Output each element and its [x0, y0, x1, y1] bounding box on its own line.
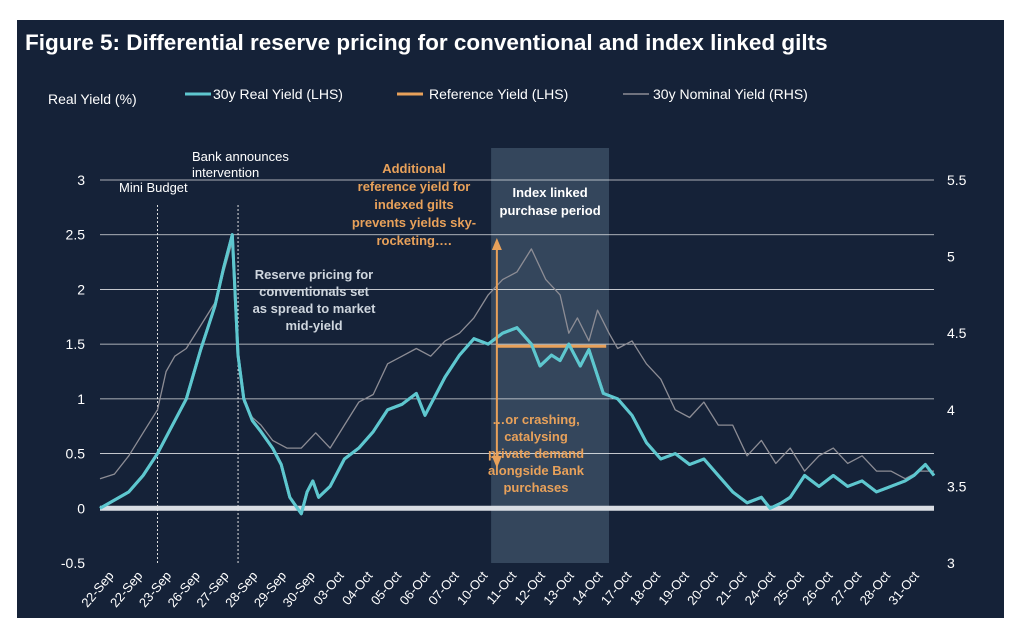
annotation-reserve-pricing: conventionals set	[259, 284, 369, 299]
left-tick-label: 3	[77, 172, 85, 188]
right-tick-label: 5	[947, 249, 955, 265]
x-tick-label: 20-Oct	[684, 568, 721, 608]
arrow-head-up	[491, 238, 502, 250]
x-tick-label: 14-Oct	[569, 568, 606, 608]
x-tick-label: 19-Oct	[655, 568, 692, 608]
x-tick-label: 12-Oct	[511, 568, 548, 608]
annotation-index-linked: Index linked	[513, 185, 588, 200]
annotation-crashing: …or crashing,	[492, 412, 579, 427]
x-tick-label: 24-Oct	[742, 568, 779, 608]
x-tick-label: 07-Oct	[425, 568, 462, 608]
annotation-additional-ref: reference yield for	[358, 179, 471, 194]
left-tick-label: -0.5	[61, 555, 85, 571]
x-tick-label: 30-Sep	[280, 568, 318, 610]
x-tick-label: 26-Oct	[799, 568, 836, 608]
right-tick-label: 4.5	[947, 325, 967, 341]
chart-svg: -0.5 0 0.5 1 1.5 2 2.5 3 3 3.5 4 4.5 5 5.5 Real Yield …	[48, 86, 967, 610]
right-tick-label: 3	[947, 555, 955, 571]
annotation-intervention: intervention	[192, 165, 259, 180]
chart-panel: Figure 5: Differential reserve pricing f…	[17, 20, 1004, 618]
annotation-reserve-pricing: Reserve pricing for	[255, 267, 374, 282]
right-tick-label: 4	[947, 402, 955, 418]
left-tick-label: 1	[77, 391, 85, 407]
left-tick-label: 2.5	[66, 227, 86, 243]
annotation-reserve-pricing: as spread to market	[253, 301, 377, 316]
annotation-bank-announces: Bank announces	[192, 149, 289, 164]
annotation-additional-ref: indexed gilts	[374, 197, 453, 212]
annotation-mini-budget: Mini Budget	[119, 180, 188, 195]
annotation-index-linked: purchase period	[500, 203, 601, 218]
x-tick-label: 31-Oct	[885, 568, 922, 608]
left-tick-label: 2	[77, 281, 85, 297]
x-tick-label: 28-Oct	[857, 568, 894, 608]
real-yield-line	[99, 233, 936, 516]
x-tick-label: 13-Oct	[540, 568, 577, 608]
left-tick-label: 1.5	[66, 336, 86, 352]
arrow-head-down	[491, 456, 502, 468]
left-tick-label: 0	[77, 500, 85, 516]
left-tick-label: 0.5	[66, 446, 86, 462]
legend-label: Reference Yield (LHS)	[429, 86, 568, 102]
x-tick-label: 05-Oct	[368, 568, 405, 608]
legend-label: 30y Real Yield (LHS)	[213, 86, 343, 102]
annotation-additional-ref: prevents yields sky-	[352, 215, 476, 230]
annotation-crashing: private demand	[488, 446, 584, 461]
legend-label: 30y Nominal Yield (RHS)	[653, 86, 808, 102]
annotation-crashing: alongside Bank	[488, 463, 585, 478]
chart-title: Figure 5: Differential reserve pricing f…	[25, 30, 828, 55]
right-tick-label: 3.5	[947, 478, 967, 494]
x-tick-label: 25-Oct	[770, 568, 807, 608]
annotation-reserve-pricing: mid-yield	[285, 318, 342, 333]
x-tick-label: 04-Oct	[339, 568, 376, 608]
x-tick-label: 17-Oct	[598, 568, 635, 608]
annotation-crashing: catalysing	[504, 429, 568, 444]
annotation-additional-ref: Additional	[382, 161, 446, 176]
x-tick-label: 06-Oct	[396, 568, 433, 608]
x-tick-label: 10-Oct	[454, 568, 491, 608]
annotation-additional-ref: rocketing….	[376, 233, 451, 248]
x-tick-label: 21-Oct	[713, 568, 750, 608]
x-tick-label: 03-Oct	[310, 568, 347, 608]
right-tick-label: 5.5	[947, 172, 967, 188]
x-tick-label: 27-Oct	[828, 568, 865, 608]
left-axis-label: Real Yield (%)	[48, 91, 137, 107]
x-tick-label: 18-Oct	[627, 568, 664, 608]
annotation-crashing: purchases	[503, 480, 568, 495]
